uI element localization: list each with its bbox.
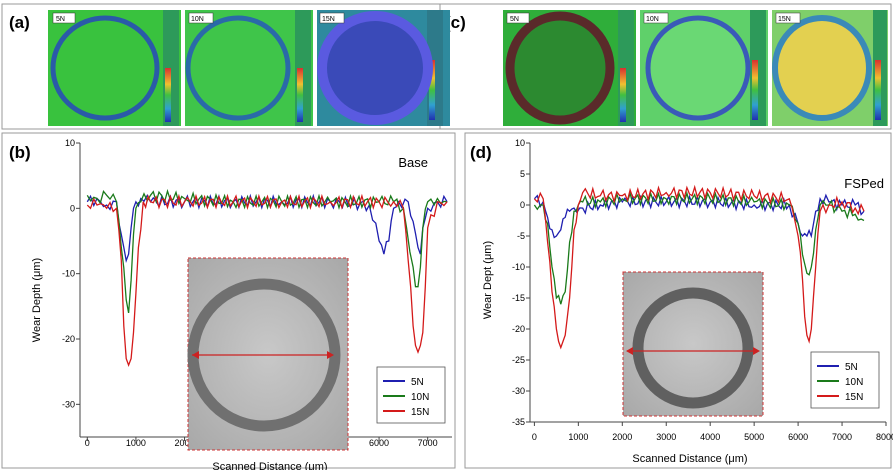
wear-image-a-15n: 15N (317, 10, 450, 126)
y-tick-label: 10 (65, 138, 75, 148)
panel-d-label: (d) (470, 143, 492, 162)
panel-a-wear-images: 5N 10N 15N (48, 10, 450, 126)
panel-a-label: (a) (9, 13, 30, 32)
x-tick-label: 7000 (832, 432, 852, 442)
chart-base-inset (187, 257, 349, 451)
chart-base-xlabel: Scanned Distance (μm) (212, 461, 327, 470)
chart-d-series-10n (533, 190, 865, 305)
legend-label: 15N (845, 392, 863, 403)
y-tick-label: 0 (520, 200, 525, 210)
panel-c-label: (c) (445, 13, 466, 32)
chart-fsped: 0 1000 2000 3000 4000 5000 6000 7000 8000 10 5 0 -5 -… (482, 138, 893, 465)
y-tick-label: 10 (515, 138, 525, 148)
chart-fsped-axes: 0 1000 2000 3000 4000 5000 6000 7000 8000 10 5 0 -5 -… (512, 138, 893, 442)
legend-label: 15N (411, 407, 429, 418)
x-tick-label: 6000 (369, 438, 389, 448)
wear-image-a-10n: 10N (185, 10, 313, 126)
y-tick-label: 5 (520, 169, 525, 179)
image-label-15n: 15N (322, 16, 335, 23)
y-tick-label: -30 (62, 399, 75, 409)
chart-fsped-xlabel: Scanned Distance (μm) (632, 453, 747, 465)
x-tick-label: 8000 (876, 432, 893, 442)
chart-d-series-15n (533, 184, 865, 350)
chart-fsped-series (533, 184, 865, 350)
panel-c-wear-images: 5N 10N 15N (503, 10, 888, 126)
wear-image-c-15n: 15N (772, 10, 888, 126)
chart-base-series (86, 188, 448, 367)
chart-base-legend: 5N 10N 15N (376, 366, 446, 424)
x-tick-label: 6000 (788, 432, 808, 442)
y-tick-label: -30 (512, 386, 525, 396)
wear-image-a-5n: 5N (48, 10, 181, 126)
x-tick-label: 0 (85, 438, 90, 448)
chart-fsped-legend: 5N 10N 15N (810, 351, 880, 409)
y-tick-label: -10 (512, 262, 525, 272)
y-tick-label: -20 (62, 334, 75, 344)
legend-label: 10N (411, 392, 429, 403)
wear-image-c-5n: 5N (503, 10, 636, 126)
legend-label: 5N (411, 377, 424, 388)
panel-b-label: (b) (9, 143, 31, 162)
y-tick-label: -15 (512, 293, 525, 303)
x-tick-label: 3000 (656, 432, 676, 442)
chart-b-series-15n (86, 193, 448, 367)
x-tick-label: 4000 (700, 432, 720, 442)
legend-label: 5N (845, 362, 858, 373)
image-label-c-15n: 15N (778, 16, 791, 23)
wear-image-c-10n: 10N (640, 10, 768, 126)
x-tick-label: 1000 (126, 438, 146, 448)
x-tick-label: 2000 (612, 432, 632, 442)
chart-base-ylabel: Wear Depth (μm) (31, 258, 43, 342)
y-tick-label: -5 (517, 231, 525, 241)
y-tick-label: 0 (70, 203, 75, 213)
chart-fsped-ylabel: Wear Dept (μm) (482, 241, 494, 319)
y-tick-label: -20 (512, 324, 525, 334)
y-tick-label: -25 (512, 355, 525, 365)
chart-b-series-5n (86, 193, 448, 264)
image-label-c-10n: 10N (646, 16, 659, 23)
y-tick-label: -10 (62, 269, 75, 279)
image-label-10n: 10N (191, 16, 204, 23)
x-tick-label: 1000 (568, 432, 588, 442)
image-label-5n: 5N (56, 16, 65, 23)
x-tick-label: 2000 (175, 438, 195, 448)
y-tick-label: -35 (512, 417, 525, 427)
chart-base: 01000200030004000500060007000100-10-20-3… (31, 138, 452, 470)
image-label-c-5n: 5N (510, 16, 519, 23)
x-tick-label: 0 (532, 432, 537, 442)
x-tick-label: 5000 (744, 432, 764, 442)
x-tick-label: 7000 (418, 438, 438, 448)
legend-label: 10N (845, 377, 863, 388)
chart-base-annotation: Base (398, 155, 428, 170)
chart-fsped-annotation: FSPed (844, 176, 884, 191)
chart-fsped-inset (622, 271, 764, 417)
